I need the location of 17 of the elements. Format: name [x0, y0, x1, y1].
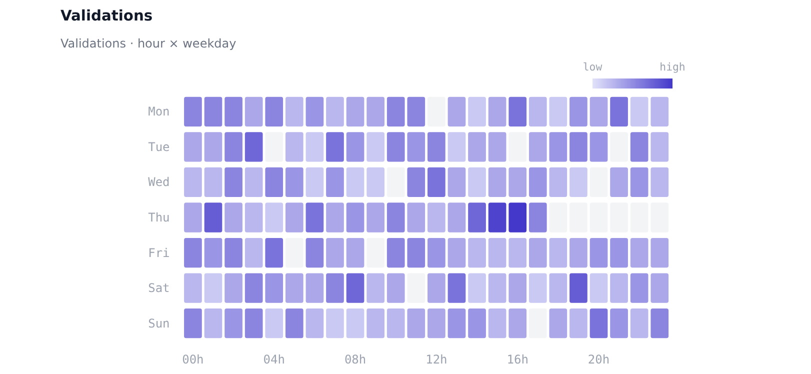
y-tick-label: Thu — [148, 210, 170, 224]
x-tick-label: 12h — [426, 352, 448, 366]
y-tick-label: Wed — [148, 175, 170, 190]
x-tick-label: 00h — [182, 352, 204, 366]
color-bar-label: high — [660, 60, 686, 74]
chart-subtitle: Validations · hour × weekday — [60, 36, 236, 50]
chart-title: Validations — [60, 8, 153, 24]
y-tick-label: Sat — [148, 281, 170, 296]
x-tick-label: 04h — [263, 352, 285, 366]
x-tick-label: 08h — [344, 352, 366, 366]
y-tick-label: Tue — [148, 140, 170, 154]
y-tick-label: Sun — [148, 316, 170, 330]
y-tick-label: Fri — [148, 246, 170, 260]
y-tick-label: Mon — [148, 104, 170, 119]
x-tick-label: 16h — [506, 352, 528, 366]
color-bar-label: low — [582, 60, 603, 74]
x-tick-label: 20h — [588, 352, 610, 366]
